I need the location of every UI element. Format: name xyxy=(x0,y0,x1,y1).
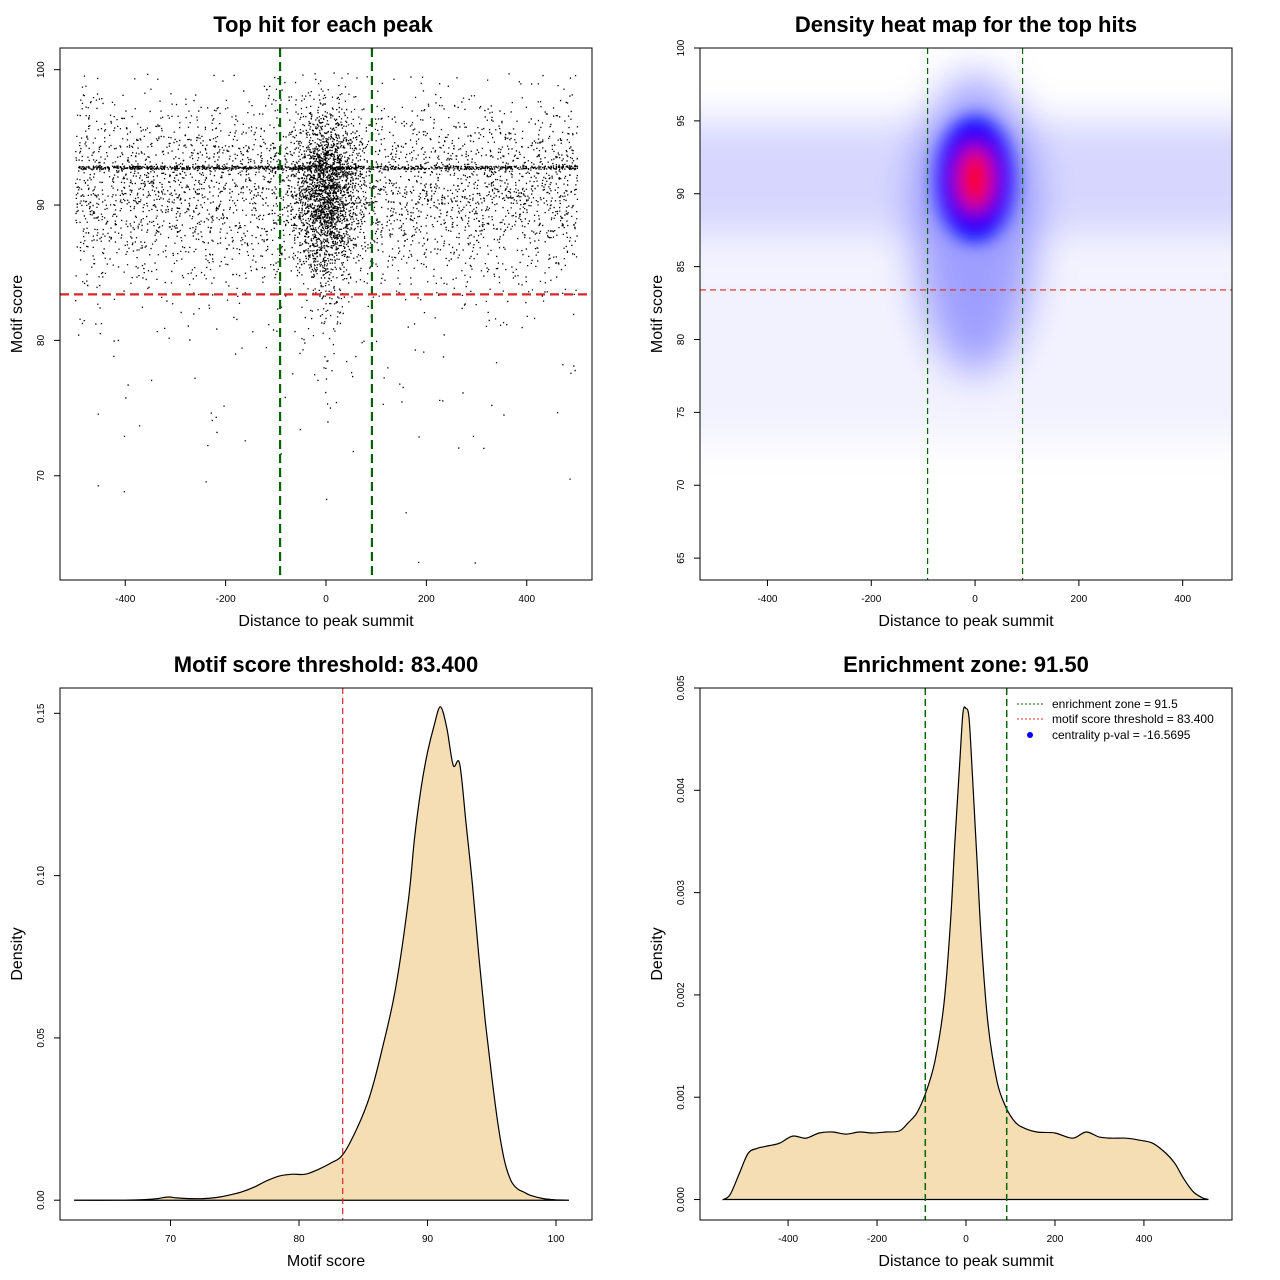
score-density-x-tick-label: 70 xyxy=(165,1234,177,1245)
scatter-y-tick-label: 90 xyxy=(36,199,47,211)
scatter-y-tick-label: 100 xyxy=(36,61,47,78)
position-density-x-axis: -400 -200 0 200 400 xyxy=(778,1219,1153,1245)
scatter-point-cloud xyxy=(75,72,579,564)
position-density-y-tick-label: 0.004 xyxy=(676,777,687,802)
heatmap-x-label: Distance to peak summit xyxy=(878,613,1054,630)
position-density-y-tick-label: 0.002 xyxy=(676,982,687,1007)
scatter-points xyxy=(75,72,579,564)
position-density-panel: Enrichment zone: 91.50 -400 -200 0 200 400 0… xyxy=(649,652,1233,1270)
scatter-title: Top hit for each peak xyxy=(213,12,433,37)
heatmap-y-tick-label: 75 xyxy=(676,406,687,418)
scatter-y-axis: 70 80 90 100 xyxy=(36,61,60,481)
heatmap-x-tick-label: 400 xyxy=(1174,594,1191,605)
score-density-curve xyxy=(74,706,569,1201)
heatmap-hotspot-core xyxy=(960,151,991,208)
position-density-reference-lines xyxy=(924,688,1008,1220)
scatter-x-label: Distance to peak summit xyxy=(238,613,414,630)
score-density-title: Motif score threshold: 83.400 xyxy=(174,652,478,677)
scatter-y-tick-label: 70 xyxy=(36,470,47,482)
position-density-x-label: Distance to peak summit xyxy=(878,1253,1054,1270)
scatter-x-tick-label: 0 xyxy=(323,594,329,605)
heatmap-panel: Density heat map for the top hits -400 -2… xyxy=(649,12,1233,630)
position-density-y-tick-label: 0.005 xyxy=(676,675,687,700)
position-density-curve-group xyxy=(721,706,1209,1201)
heatmap-y-tick-label: 95 xyxy=(676,115,687,127)
position-density-y-label: Density xyxy=(649,927,666,980)
position-density-x-tick-label: -200 xyxy=(867,1234,887,1245)
scatter-x-tick-label: 400 xyxy=(518,594,535,605)
position-density-y-tick-label: 0.003 xyxy=(676,880,687,905)
scatter-y-label: Motif score xyxy=(9,275,26,353)
scatter-x-tick-label: 200 xyxy=(418,594,435,605)
score-density-y-tick-label: 0.10 xyxy=(36,865,47,885)
legend-centrality-label: centrality p-val = -16.5695 xyxy=(1052,728,1191,742)
score-density-x-tick-label: 90 xyxy=(422,1234,434,1245)
heatmap-x-tick-label: 200 xyxy=(1071,594,1088,605)
position-density-x-tick-label: 200 xyxy=(1047,1234,1064,1245)
score-density-y-label: Density xyxy=(9,927,26,980)
scatter-reference-lines xyxy=(60,48,592,580)
heatmap-x-tick-label: -400 xyxy=(757,594,777,605)
score-density-x-label: Motif score xyxy=(287,1253,365,1270)
score-density-x-tick-label: 80 xyxy=(293,1234,305,1245)
legend: enrichment zone = 91.5 motif score thres… xyxy=(1017,697,1214,742)
heatmap-y-tick-label: 85 xyxy=(676,261,687,273)
heatmap-density-field xyxy=(700,48,1232,580)
position-density-y-tick-label: 0.001 xyxy=(676,1084,687,1109)
score-density-y-tick-label: 0.05 xyxy=(36,1028,47,1048)
score-density-x-tick-label: 100 xyxy=(548,1234,565,1245)
position-density-title: Enrichment zone: 91.50 xyxy=(843,652,1089,677)
score-density-panel: Motif score threshold: 83.400 70 80 90 100 … xyxy=(9,652,593,1270)
position-density-curve xyxy=(721,706,1209,1201)
heatmap-y-tick-label: 100 xyxy=(676,39,687,56)
heatmap-hotspot xyxy=(937,117,1014,242)
score-density-x-axis: 70 80 90 100 xyxy=(165,1219,565,1245)
legend-enrichment-zone-label: enrichment zone = 91.5 xyxy=(1052,697,1178,711)
heatmap-x-tick-label: 0 xyxy=(972,594,978,605)
legend-centrality-point-icon xyxy=(1027,732,1033,738)
heatmap-y-tick-label: 80 xyxy=(676,334,687,346)
heatmap-y-tick-label: 90 xyxy=(676,188,687,200)
position-density-y-axis: 0.000 0.001 0.002 0.003 0.004 0.005 xyxy=(676,675,700,1212)
legend-threshold-label: motif score threshold = 83.400 xyxy=(1052,712,1214,726)
heatmap-x-tick-label: -200 xyxy=(861,594,881,605)
score-density-y-tick-label: 0.00 xyxy=(36,1190,47,1210)
heatmap-y-axis: 65 70 75 80 85 90 95 100 xyxy=(676,39,700,564)
heatmap-title: Density heat map for the top hits xyxy=(795,12,1137,37)
score-density-y-axis: 0.00 0.05 0.10 0.15 xyxy=(36,703,60,1210)
scatter-x-tick-label: -400 xyxy=(115,594,135,605)
heatmap-y-tick-label: 65 xyxy=(676,552,687,564)
score-density-y-tick-label: 0.15 xyxy=(36,703,47,723)
heatmap-reference-lines xyxy=(700,48,1232,580)
heatmap-y-tick-label: 70 xyxy=(676,479,687,491)
heatmap-y-label: Motif score xyxy=(649,275,666,353)
position-density-x-tick-label: 0 xyxy=(963,1234,969,1245)
position-density-y-tick-label: 0.000 xyxy=(676,1187,687,1212)
scatter-y-tick-label: 80 xyxy=(36,334,47,346)
heatmap-x-axis: -400 -200 0 200 400 xyxy=(757,579,1191,605)
position-density-x-tick-label: -400 xyxy=(778,1234,798,1245)
position-density-x-tick-label: 400 xyxy=(1136,1234,1153,1245)
scatter-panel: Top hit for each peak -400 -200 0 200 400 70… xyxy=(9,12,593,630)
scatter-x-tick-label: -200 xyxy=(216,594,236,605)
scatter-x-axis: -400 -200 0 200 400 xyxy=(115,579,536,605)
score-density-curve-group xyxy=(74,706,569,1201)
